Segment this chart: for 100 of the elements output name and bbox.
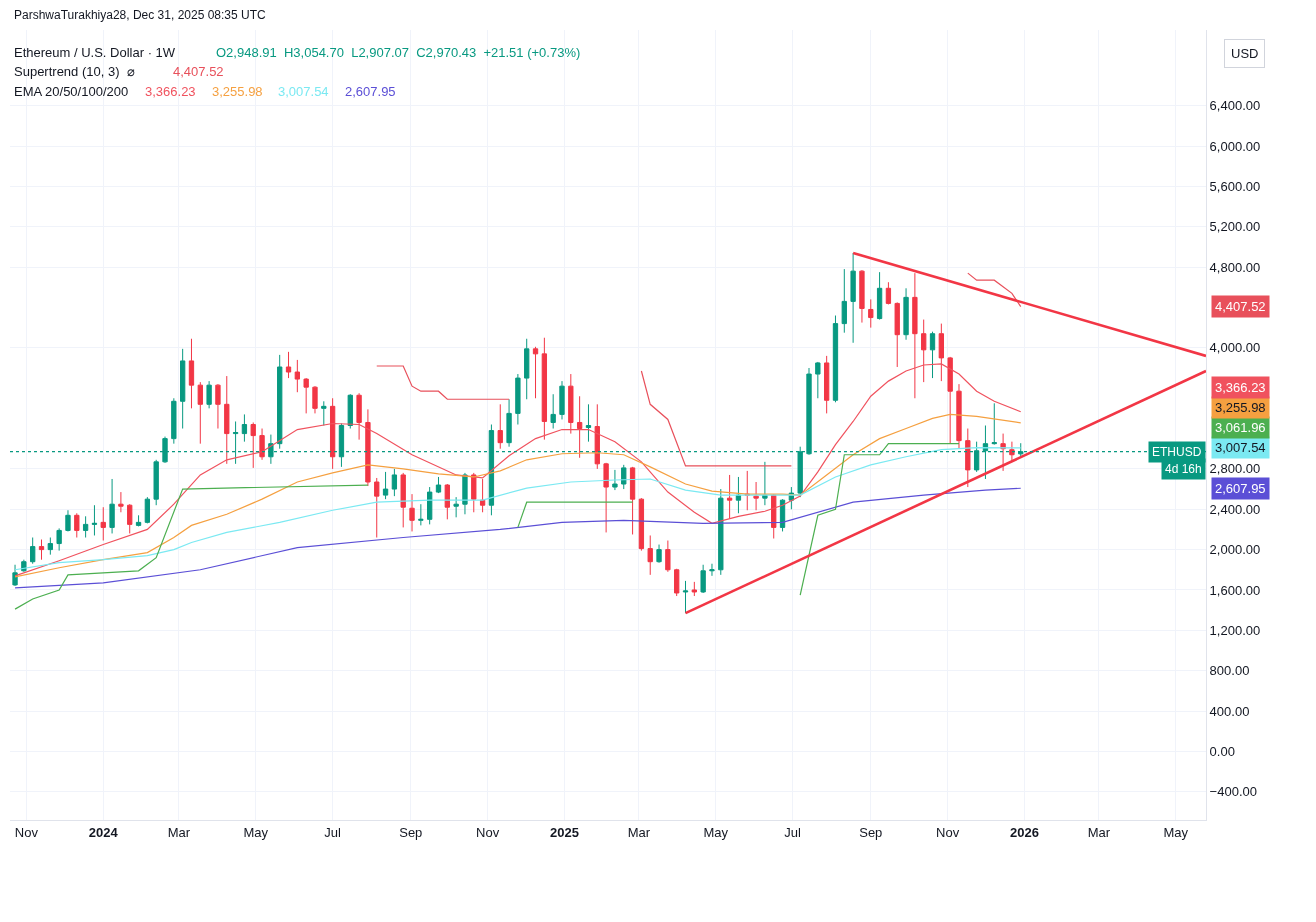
x-tick-label: Mar <box>627 824 651 840</box>
y-axis-title: USD <box>1231 46 1259 61</box>
candlestick <box>903 287 909 341</box>
line-series <box>14 447 1022 571</box>
candlestick <box>815 361 821 399</box>
candlestick <box>329 397 336 470</box>
candlestick <box>171 397 177 445</box>
candlestick <box>471 472 477 513</box>
x-tick-label: Jul <box>784 824 802 840</box>
x-tick-label: May <box>703 824 729 840</box>
x-tick-label: Mar <box>167 824 191 840</box>
candlestick <box>726 474 733 519</box>
text: 3,366.23 <box>1215 380 1266 395</box>
ref-line-label: ETHUSD <box>1152 445 1202 459</box>
candlestick <box>250 421 256 469</box>
candlestick <box>347 393 353 430</box>
candlestick <box>894 301 900 368</box>
candlestick <box>12 564 18 587</box>
candlestick <box>921 319 927 383</box>
x-tick-label: Sep <box>399 824 423 840</box>
candlestick <box>638 497 645 552</box>
x-tick-label: Nov <box>476 824 500 840</box>
line-series <box>14 487 1022 589</box>
candlestick <box>718 488 724 576</box>
candlestick <box>365 408 371 487</box>
x-tick-label: Sep <box>859 824 883 840</box>
y-tick-label: 6,400.00 <box>1209 98 1261 114</box>
candlestick <box>109 478 115 534</box>
candlestick <box>938 323 944 382</box>
text: ParshwaTurakhiya28, Dec 31, 2025 08:35 UTC <box>14 8 267 22</box>
candlestick <box>682 580 689 614</box>
candlestick <box>585 403 592 443</box>
candlestick <box>197 381 203 445</box>
candlestick <box>665 540 671 573</box>
annotation: EMA 20/50/100/200 <box>14 84 129 99</box>
x-tick-label: Nov <box>936 824 960 840</box>
y-tick-label: 2,000.00 <box>1209 542 1261 558</box>
candlestick <box>82 515 89 538</box>
candlestick <box>38 539 45 561</box>
candlestick <box>312 385 318 414</box>
candlestick <box>621 464 627 490</box>
candlestick <box>135 514 142 526</box>
annotation: 4,407.52 <box>173 64 224 79</box>
text: Ethereum / U.S. Dollar · 1W <box>14 45 176 60</box>
y-tick-label: 1,200.00 <box>1209 622 1261 638</box>
candlestick <box>382 471 389 500</box>
y-tick-label: 800.00 <box>1209 663 1250 679</box>
candlestick <box>479 478 486 513</box>
candlestick <box>418 503 424 526</box>
y-tick-label: 6,000.00 <box>1209 138 1261 154</box>
text: 3,007.54 <box>1215 440 1266 455</box>
candlestick <box>744 470 750 511</box>
candlestick <box>356 392 362 441</box>
candlestick <box>674 568 680 597</box>
y-tick-label: 2,400.00 <box>1209 501 1261 517</box>
text: 4,407.52 <box>1215 299 1266 314</box>
candlestick <box>850 252 856 344</box>
candlestick <box>876 271 883 321</box>
candlestick <box>603 462 609 533</box>
annotation: 3,007.54 <box>278 84 329 99</box>
candlestick <box>285 351 292 379</box>
candlestick <box>127 503 133 534</box>
candlestick <box>206 380 212 409</box>
x-tick-label: Mar <box>1087 824 1111 840</box>
y-tick-label: 4,800.00 <box>1209 259 1261 275</box>
text: 3,255.98 <box>1215 400 1266 415</box>
candlestick <box>859 269 865 324</box>
annotation: O2,948.91 H3,054.70 L2,907.07 C2,970.43 +21.51 (+0.73%) <box>216 45 581 60</box>
text: 2,607.95 <box>1215 481 1266 496</box>
candlestick <box>462 472 468 515</box>
annotation: 2,607.95 <box>345 84 396 99</box>
candlestick <box>541 337 548 441</box>
annotation: Supertrend (10, 3) ⌀ <box>14 64 135 79</box>
candlestick <box>929 331 936 379</box>
annotation: 3,255.98 <box>212 84 263 99</box>
candlestick <box>91 504 98 536</box>
candlestick <box>647 534 653 576</box>
candlestick <box>241 413 248 443</box>
candlestick <box>691 581 697 597</box>
candlestick <box>374 477 380 538</box>
candlestick <box>947 356 953 445</box>
candlestick <box>118 491 124 513</box>
candlestick <box>153 459 159 506</box>
candlestick <box>956 383 962 450</box>
x-tick-label: 2025 <box>550 824 579 840</box>
candlestick <box>700 564 706 594</box>
candlestick <box>594 403 600 470</box>
y-tick-label: 4,000.00 <box>1209 340 1261 356</box>
candlestick <box>427 486 433 525</box>
candlestick <box>841 268 847 334</box>
x-tick-label: Nov <box>14 824 39 840</box>
candlestick <box>65 509 71 532</box>
candlestick <box>224 375 230 465</box>
candlestick <box>515 373 521 425</box>
candlestick <box>771 493 777 540</box>
candlestick <box>885 281 892 305</box>
candlestick <box>1000 433 1006 472</box>
candlestick <box>656 544 662 564</box>
candlestick <box>74 512 80 538</box>
candlestick <box>444 483 450 520</box>
